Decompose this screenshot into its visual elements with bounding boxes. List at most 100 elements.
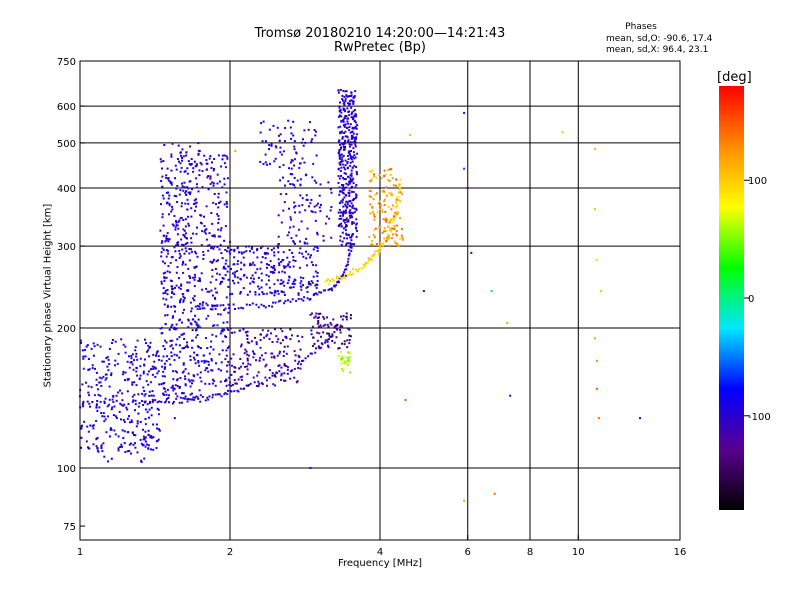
data-point: [324, 222, 327, 225]
data-point: [131, 353, 134, 356]
data-point: [164, 240, 167, 243]
data-point: [394, 212, 397, 215]
data-point: [381, 244, 384, 247]
data-point: [257, 306, 260, 309]
data-point: [182, 295, 185, 298]
data-point: [240, 251, 243, 254]
data-point: [350, 94, 353, 97]
data-point: [171, 402, 174, 405]
data-point: [192, 297, 195, 300]
data-point: [271, 372, 274, 375]
data-point: [228, 363, 231, 366]
data-point: [150, 406, 153, 409]
data-point: [373, 215, 376, 218]
data-point: [346, 346, 349, 349]
data-point: [281, 330, 284, 333]
data-point: [242, 287, 245, 290]
data-point: [348, 143, 351, 146]
data-point: [298, 356, 301, 359]
data-point: [118, 410, 121, 413]
data-point: [122, 404, 125, 407]
data-point: [255, 359, 257, 362]
data-point: [162, 197, 165, 200]
data-point: [302, 138, 304, 141]
data-point: [210, 212, 213, 214]
data-point: [131, 395, 134, 398]
data-point: [342, 188, 345, 191]
data-point: [310, 254, 312, 257]
data-point: [353, 139, 356, 142]
data-point: [292, 134, 295, 137]
data-point: [329, 336, 332, 339]
data-point: [392, 184, 395, 187]
data-point: [348, 254, 351, 257]
data-point: [178, 160, 180, 163]
colorbar-tick-label: 0: [748, 294, 754, 305]
data-point: [236, 247, 239, 250]
data-point: [144, 418, 147, 420]
data-point: [131, 381, 134, 384]
data-point: [318, 332, 321, 335]
data-point: [128, 450, 131, 452]
data-point: [150, 448, 152, 451]
scatter-points: [79, 88, 641, 502]
data-point: [309, 283, 311, 285]
data-point: [316, 245, 318, 248]
data-point: [181, 321, 183, 324]
colorbar-tick-label: 100: [748, 176, 767, 187]
data-point: [143, 363, 146, 366]
data-point: [295, 299, 298, 302]
data-point: [192, 396, 195, 399]
data-point: [371, 259, 374, 262]
data-point: [176, 379, 179, 382]
data-point: [352, 117, 355, 120]
data-point: [198, 174, 201, 177]
data-point: [103, 455, 106, 458]
data-point: [283, 302, 286, 305]
data-point: [165, 276, 168, 279]
data-point: [279, 179, 282, 182]
data-point: [189, 301, 192, 304]
data-point: [373, 229, 376, 232]
data-point: [260, 122, 263, 125]
data-point: [147, 447, 150, 450]
data-point: [151, 365, 154, 368]
data-point: [279, 299, 282, 302]
data-point: [186, 281, 189, 284]
data-point: [259, 267, 262, 270]
data-point: [309, 352, 312, 355]
data-point: [137, 393, 140, 396]
data-point: [348, 342, 351, 345]
data-point: [166, 270, 169, 273]
data-point: [389, 173, 392, 176]
data-point: [97, 393, 100, 396]
data-point: [229, 240, 231, 243]
data-point: [246, 341, 249, 344]
data-point: [162, 393, 165, 396]
data-point: [197, 361, 200, 364]
data-point: [262, 304, 265, 307]
data-point: [385, 239, 388, 242]
data-point: [239, 278, 242, 281]
data-point: [350, 236, 353, 239]
data-point: [138, 378, 141, 381]
data-point: [171, 323, 174, 326]
data-point: [124, 351, 127, 354]
data-point: [346, 201, 349, 204]
data-point: [190, 248, 192, 251]
data-point: [311, 312, 313, 315]
data-point: [338, 277, 341, 280]
data-point: [347, 154, 349, 157]
data-point: [289, 183, 292, 186]
data-point: [330, 236, 333, 239]
data-point: [174, 370, 177, 373]
data-point: [247, 354, 250, 357]
data-point: [100, 445, 103, 448]
data-point: [158, 429, 161, 432]
data-point: [249, 363, 252, 366]
data-point: [219, 332, 222, 335]
data-point: [189, 163, 192, 166]
data-point: [162, 345, 165, 348]
data-point: [185, 190, 188, 193]
data-point: [179, 287, 182, 290]
